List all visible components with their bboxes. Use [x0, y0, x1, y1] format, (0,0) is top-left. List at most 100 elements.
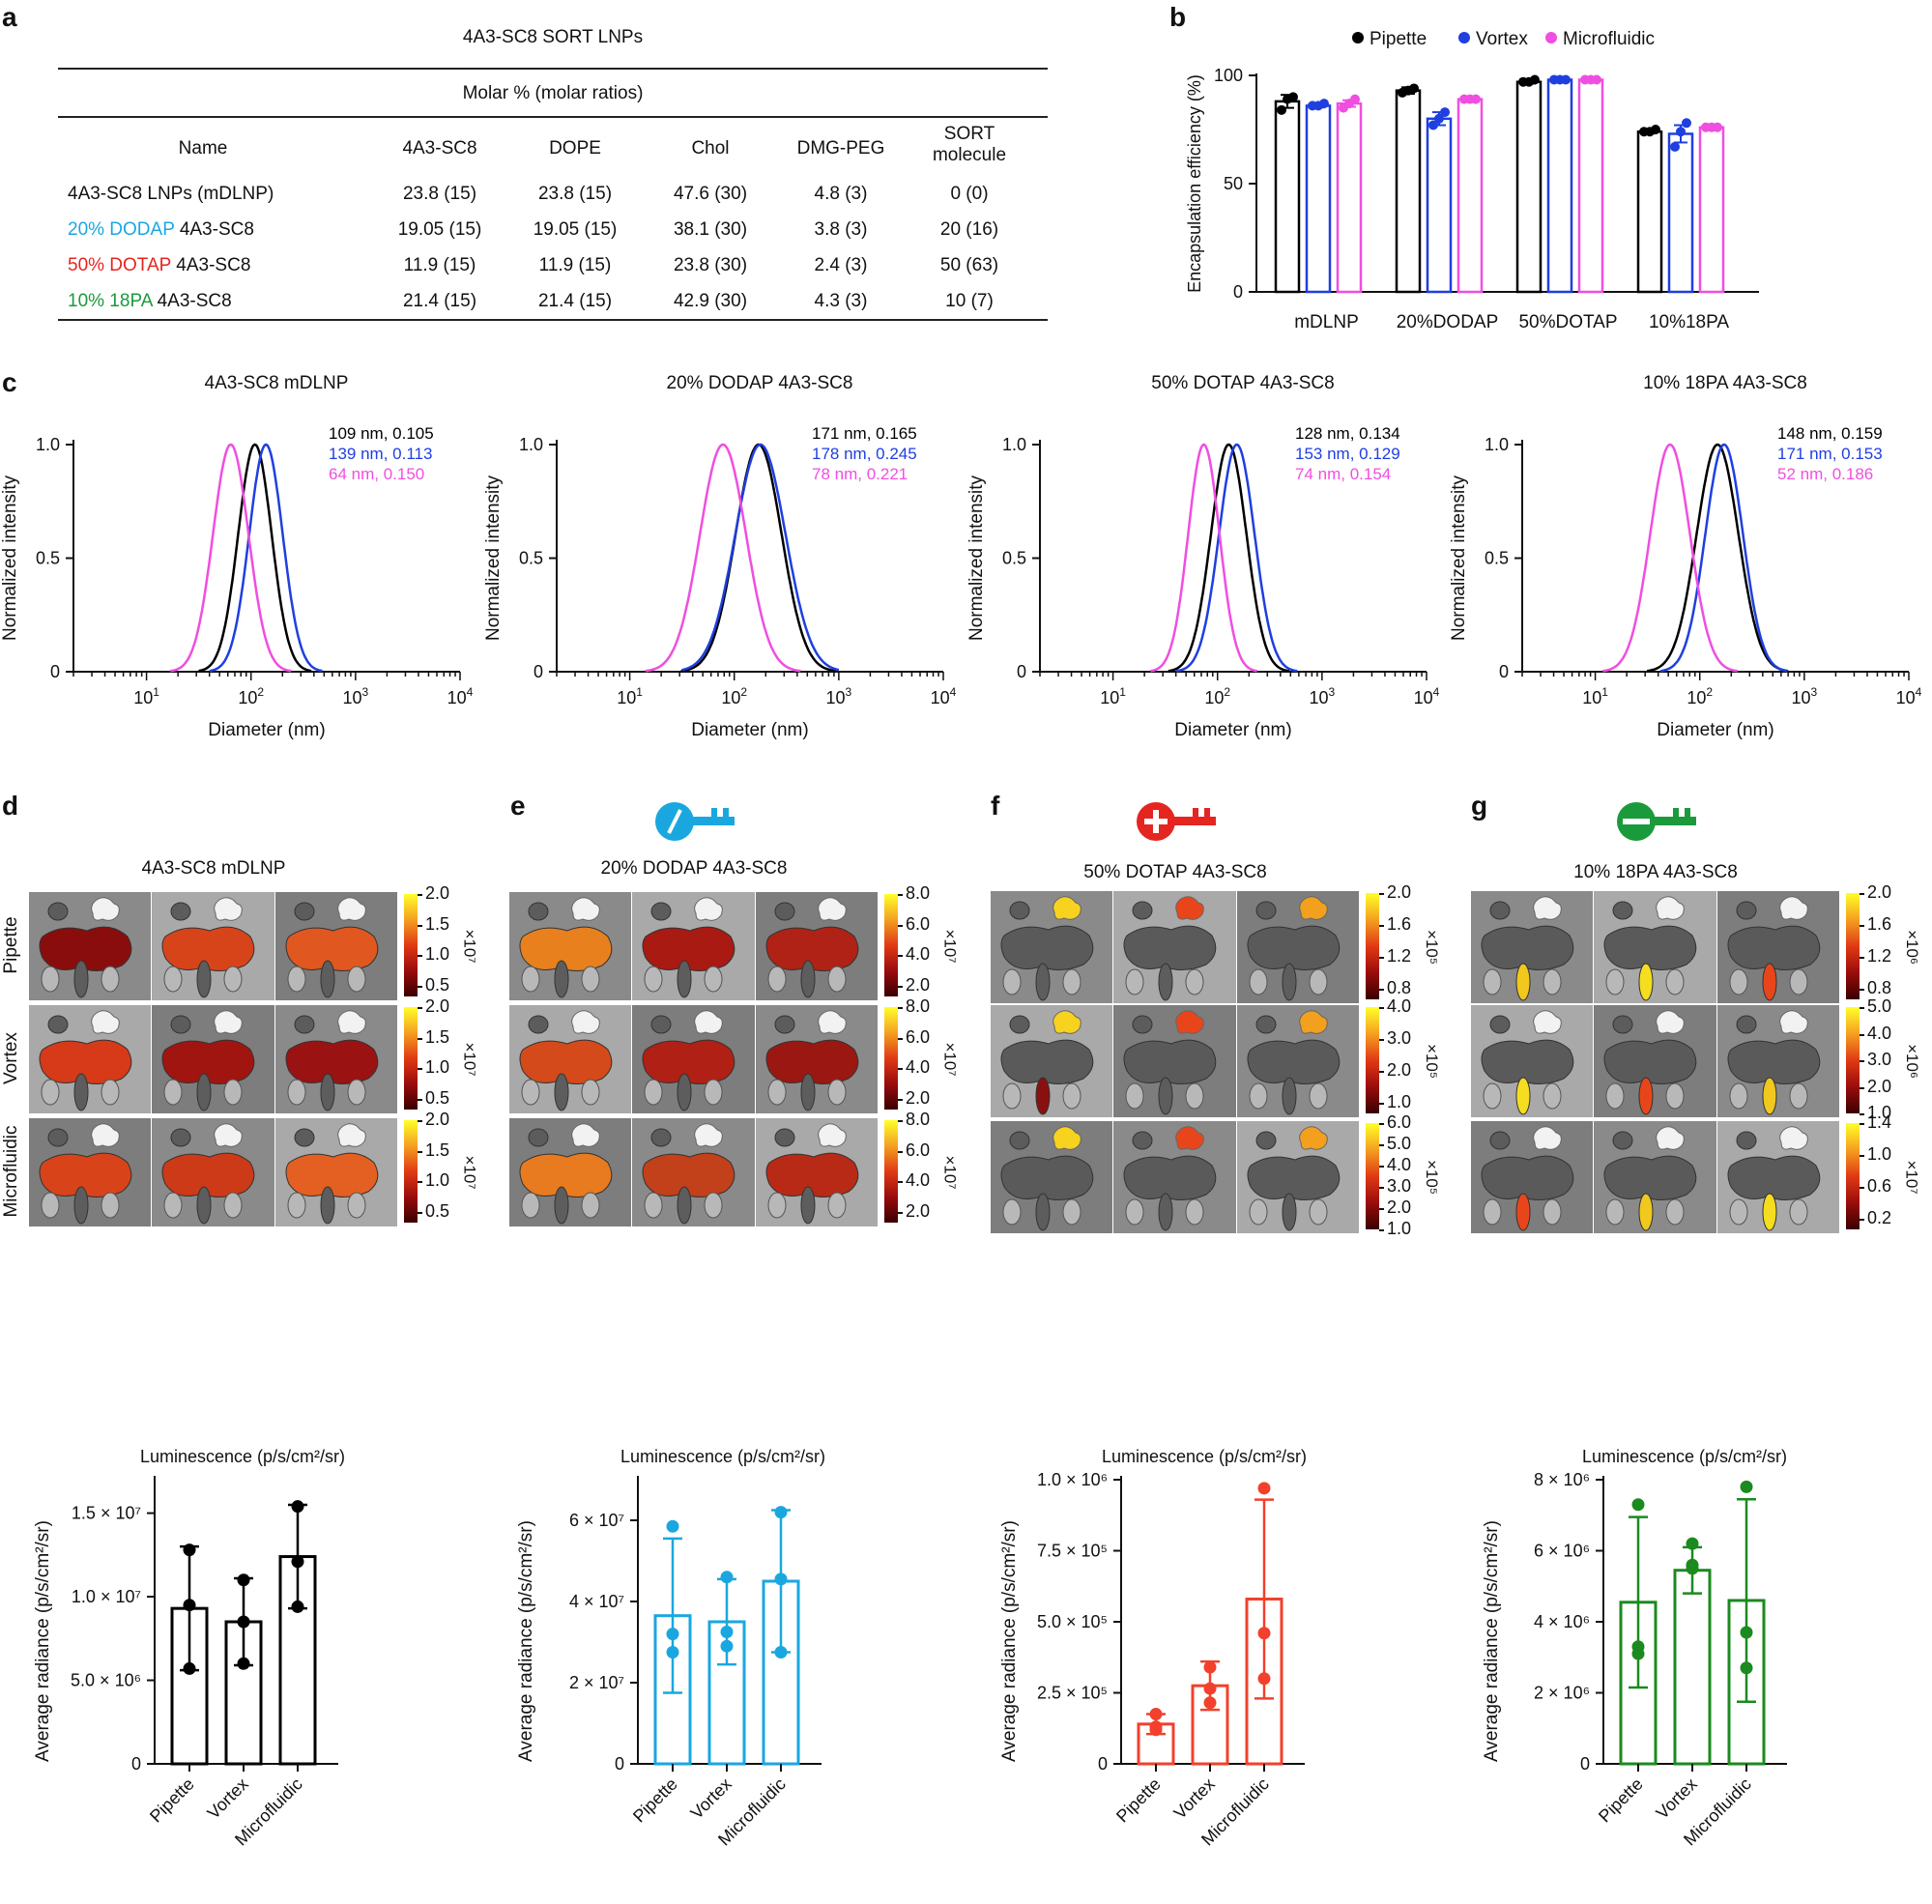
organ-layout: [1603, 896, 1697, 1001]
organ-image: [1236, 1121, 1359, 1233]
organ-image: [1471, 1121, 1594, 1233]
spleen: [1158, 1193, 1173, 1231]
x-tick-label: 103: [1792, 685, 1818, 707]
spleen: [1158, 963, 1173, 1001]
color-scale-tick: [418, 955, 422, 958]
legend-marker: [1458, 32, 1470, 43]
key-shaft: [1171, 817, 1216, 825]
kidney: [1665, 968, 1685, 995]
heart: [47, 902, 69, 921]
data-point: [183, 1661, 196, 1675]
panel-label-f: f: [991, 791, 1000, 821]
color-scale-label: 1.0: [425, 1057, 450, 1078]
table-cell: 20 (16): [939, 219, 999, 240]
data-point: [666, 1646, 679, 1659]
color-scale-tick: [1379, 1007, 1384, 1009]
heart: [294, 902, 315, 921]
color-scale-tick: [1860, 1060, 1864, 1062]
kidney: [644, 1192, 663, 1219]
color-scale-multiplier: ×10⁶: [1902, 1044, 1921, 1079]
color-scale-multiplier: ×10⁵: [1422, 930, 1441, 965]
data-point: [1471, 94, 1481, 104]
x-tick-exponent: 3: [1811, 685, 1818, 699]
color-scale-label: 2.0: [425, 1110, 450, 1129]
radiance-chart-18pa: 0 2 × 10⁶ 4 × 10⁶ 6 × 10⁶ 8 × 10⁶ Average rad…: [1482, 1470, 1787, 1849]
color-scale-tick: [1379, 988, 1384, 991]
spleen: [73, 1186, 89, 1225]
y-tick-label: 2 × 10⁶: [1534, 1684, 1590, 1703]
y-tick-label: 6 × 10⁷: [569, 1511, 624, 1530]
heart: [1736, 1015, 1757, 1034]
data-point: [1319, 99, 1329, 109]
organ-layout: [642, 897, 735, 998]
data-point: [1686, 1537, 1699, 1550]
x-tick-label: Pipette: [629, 1774, 681, 1827]
sort-molecule-name: 50% DOTAP: [68, 255, 177, 275]
data-point: [291, 1600, 304, 1613]
size-pdi-annotation: 153 nm, 0.129: [1295, 445, 1400, 463]
legend-label: Pipette: [1370, 29, 1427, 49]
kidney: [767, 1192, 787, 1219]
color-scale-multiplier: ×10⁷: [940, 1042, 960, 1077]
size-distribution-chart-18pa: 10% 18PA 4A3-SC8 0 0.5 1.0 101 102 103 104 Diame…: [1449, 373, 1922, 740]
table-cell: 19.05 (15): [533, 219, 618, 240]
x-tick-label: 103: [826, 685, 852, 707]
luminescence-label: Luminescence (p/s/cm²/sr): [1581, 1447, 1788, 1466]
y-tick-label: 1.0: [519, 435, 543, 454]
color-scale-label: 5.0: [1867, 996, 1892, 1016]
kidney: [1249, 1082, 1268, 1110]
spleen: [1515, 1077, 1531, 1115]
lung: [694, 1010, 724, 1034]
color-scale-tick: [418, 1211, 422, 1214]
organ-layout: [642, 1123, 735, 1225]
heart: [1255, 901, 1277, 920]
heart: [294, 1015, 315, 1034]
kidney: [581, 966, 600, 993]
color-scale-tick: [1379, 956, 1384, 959]
col-header-4a3: 4A3-SC8: [402, 138, 477, 159]
data-point: [1670, 141, 1680, 152]
color-scale-label: 4.0: [1387, 1155, 1412, 1174]
organ-image: [152, 892, 274, 1000]
spleen: [73, 960, 89, 998]
data-point: [666, 1628, 679, 1641]
color-scale-bar: [404, 894, 418, 996]
table-row-name: 50% DOTAP 4A3-SC8: [68, 255, 250, 276]
y-tick-label: 0: [1233, 282, 1243, 302]
color-scale-label: 1.2: [1867, 945, 1892, 966]
kidney: [1185, 968, 1204, 995]
data-point: [237, 1573, 250, 1587]
liver: [1603, 925, 1697, 970]
bar: [1546, 78, 1573, 294]
kidney: [521, 966, 540, 993]
organ-layout: [1123, 896, 1217, 1001]
color-scale-tick: [1379, 924, 1384, 927]
data-point: [1682, 118, 1691, 129]
bar: [1456, 98, 1484, 294]
color-scale-multiplier: ×10⁷: [940, 1155, 960, 1190]
organ-layout: [39, 897, 132, 998]
table-cell: 47.6 (30): [673, 184, 748, 204]
color-scale-label: 2.0: [1867, 1076, 1892, 1096]
color-scale-label: 0.6: [1867, 1175, 1892, 1196]
lung: [1175, 896, 1205, 920]
organ-image: [1716, 1005, 1839, 1117]
distribution-curve: [681, 443, 840, 672]
data-point: [1631, 1647, 1645, 1660]
data-point: [1149, 1708, 1163, 1721]
color-scale-multiplier: ×10⁶: [1902, 930, 1921, 965]
spleen: [1515, 963, 1531, 1001]
size-pdi-annotation: 64 nm, 0.150: [329, 465, 424, 483]
y-tick-label: 7.5 × 10⁵: [1037, 1542, 1108, 1561]
kidney: [521, 1192, 540, 1219]
encapsulation-chart: 0 50 100 Encapsulation efficiency (%) mDLNP 2…: [1185, 29, 1759, 332]
kidney: [1605, 1082, 1625, 1110]
color-scale-multiplier: ×10⁷: [460, 1042, 479, 1077]
col-header-dope: DOPE: [549, 138, 601, 159]
color-scale-tick: [1860, 1007, 1864, 1009]
heart: [1132, 1131, 1153, 1150]
heart: [1736, 901, 1757, 920]
organ-image: [274, 1118, 397, 1226]
organ-layout: [1123, 1010, 1217, 1115]
row-label: Pipette: [1, 916, 21, 974]
